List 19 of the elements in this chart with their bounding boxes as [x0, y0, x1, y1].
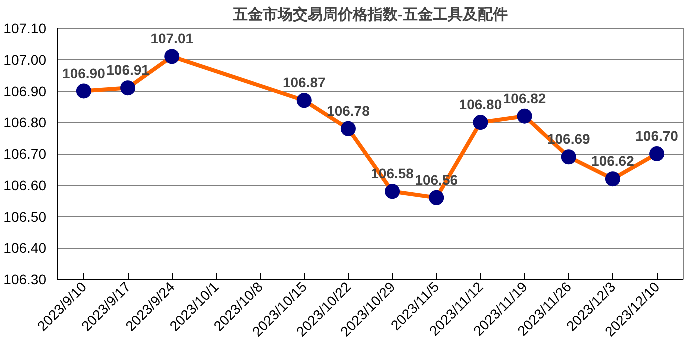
data-label: 106.70	[636, 128, 679, 144]
data-label: 106.78	[327, 102, 370, 119]
y-tick-label: 106.70	[4, 146, 47, 162]
data-label: 106.90	[62, 65, 106, 82]
y-tick-label: 106.30	[4, 272, 47, 288]
y-tick-label: 107.10	[4, 20, 47, 36]
chart-title: 五金市场交易周价格指数-五金工具及配件	[232, 6, 508, 24]
data-label: 106.62	[592, 153, 635, 170]
y-tick-label: 107.00	[4, 52, 47, 68]
data-label: 107.01	[150, 30, 194, 47]
data-label: 106.91	[106, 62, 150, 78]
y-tick-label: 106.40	[4, 240, 47, 256]
y-tick-label: 106.80	[4, 114, 47, 131]
data-label: 106.82	[503, 90, 546, 106]
y-tick-label: 106.90	[4, 83, 47, 100]
y-tick-label: 106.50	[4, 208, 47, 225]
data-label: 106.80	[459, 96, 502, 113]
data-label: 106.87	[282, 74, 326, 91]
y-tick-label: 106.60	[4, 177, 47, 194]
